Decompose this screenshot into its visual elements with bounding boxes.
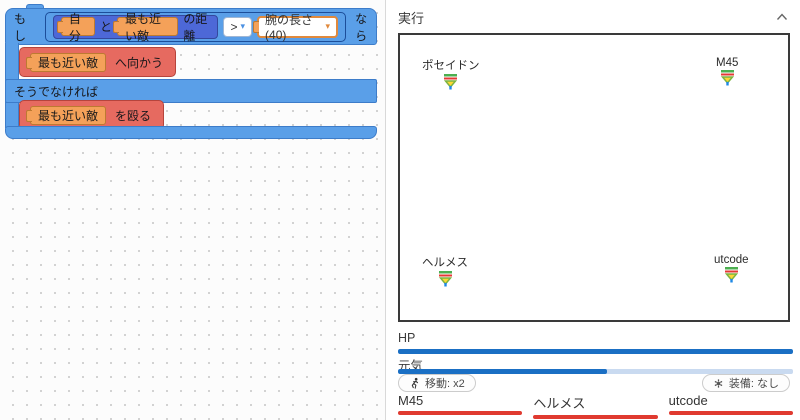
opponent-m45: M45 xyxy=(398,393,523,419)
nearest-enemy-value-block[interactable]: 最も近い敵 xyxy=(25,52,107,72)
self-value-block[interactable]: 自分 xyxy=(56,12,96,43)
player-sprite-icon xyxy=(720,70,734,86)
opponent-status-row: M45 ヘルメス utcode xyxy=(398,393,793,419)
nearest-enemy-value-block[interactable]: 最も近い敵 xyxy=(113,12,179,43)
opponent-name: ヘルメス xyxy=(533,396,586,411)
entity-m45: M45 xyxy=(716,57,738,86)
panel-header: 実行 xyxy=(398,6,788,28)
opponent-name: M45 xyxy=(398,393,424,408)
execution-panel: 実行 ポセイドン M45 ヘルメス xyxy=(386,0,800,420)
opponent-hp-fill xyxy=(533,415,658,419)
player-sprite-icon xyxy=(444,74,458,90)
equipment-label: 装備: なし xyxy=(728,378,779,390)
opponent-hp-bar xyxy=(533,415,658,419)
nearest-enemy-value-block[interactable]: 最も近い敵 xyxy=(25,105,107,125)
then-label: なら xyxy=(355,11,368,43)
hp-label: HP xyxy=(398,331,416,345)
block-top-notch xyxy=(26,4,44,10)
move-speed-label: 移動: x2 xyxy=(425,378,465,390)
entity-hermes: ヘルメス xyxy=(422,254,468,287)
opponent-name: utcode xyxy=(668,393,708,408)
entity-name: ヘルメス xyxy=(422,257,468,269)
move-toward-block[interactable]: 最も近い敵 へ向かう xyxy=(19,47,177,77)
if-block-footer xyxy=(5,126,377,139)
opponent-hp-fill xyxy=(668,411,793,415)
runner-icon xyxy=(411,377,419,389)
player-sprite-icon xyxy=(724,267,738,283)
nearest-enemy-label: 最も近い敵 xyxy=(38,108,99,123)
hp-progress-bar xyxy=(398,349,793,354)
distance-block[interactable]: 自分 と 最も近い敵 の距離 xyxy=(52,12,219,43)
collapse-chevron-icon[interactable] xyxy=(776,13,788,21)
arm-length-dropdown[interactable]: 腕の長さ(40) ▾ xyxy=(253,13,339,42)
entity-poseidon: ポセイドン xyxy=(422,57,480,90)
entity-name: M45 xyxy=(716,57,739,69)
panel-title: 実行 xyxy=(398,10,425,26)
if-block-header[interactable]: もし 自分 と 最も近い敵 の距離 > ▾ 腕の長さ(40) ▾ なら xyxy=(5,8,377,45)
if-label: もし xyxy=(14,11,27,43)
hp-progress-fill xyxy=(398,349,793,354)
entity-name: ポセイドン xyxy=(422,60,480,72)
self-label: 自分 xyxy=(68,11,81,43)
opponent-hp-bar xyxy=(398,411,523,415)
move-toward-label: へ向かう xyxy=(115,55,164,70)
else-block-bar[interactable]: そうでなければ xyxy=(5,79,377,103)
opponent-hp-bar xyxy=(668,411,793,415)
operator-dropdown[interactable]: > ▾ xyxy=(223,16,253,37)
else-label: そうでなければ xyxy=(14,84,99,99)
nearest-enemy-label: 最も近い敵 xyxy=(38,55,99,70)
and-label: と xyxy=(100,20,113,34)
gear-icon xyxy=(714,378,723,388)
chevron-down-icon: ▾ xyxy=(240,21,246,31)
player-sprite-icon xyxy=(438,271,452,287)
energy-progress-bar xyxy=(398,369,793,374)
opponent-hp-fill xyxy=(398,411,523,415)
punch-label: を殴る xyxy=(115,108,152,123)
condition-block[interactable]: 自分 と 最も近い敵 の距離 > ▾ 腕の長さ(40) ▾ xyxy=(44,11,347,43)
entity-utcode: utcode xyxy=(714,254,749,283)
nearest-enemy-label: 最も近い敵 xyxy=(125,11,162,43)
distance-label: の距離 xyxy=(183,11,208,43)
operator-value: > xyxy=(230,19,238,34)
equipment-chip[interactable]: 装備: なし xyxy=(701,374,790,392)
energy-progress-fill xyxy=(398,369,608,374)
entity-name: utcode xyxy=(714,254,749,266)
move-speed-chip[interactable]: 移動: x2 xyxy=(398,374,476,392)
opponent-utcode: utcode xyxy=(668,393,793,419)
opponent-hermes: ヘルメス xyxy=(533,393,658,419)
game-canvas: ポセイドン M45 ヘルメス xyxy=(398,33,790,322)
chevron-down-icon: ▾ xyxy=(325,21,331,31)
block-workspace[interactable]: もし 自分 と 最も近い敵 の距離 > ▾ 腕の長さ(40) ▾ なら xyxy=(0,0,386,420)
arm-length-value: 腕の長さ(40) xyxy=(265,13,314,42)
